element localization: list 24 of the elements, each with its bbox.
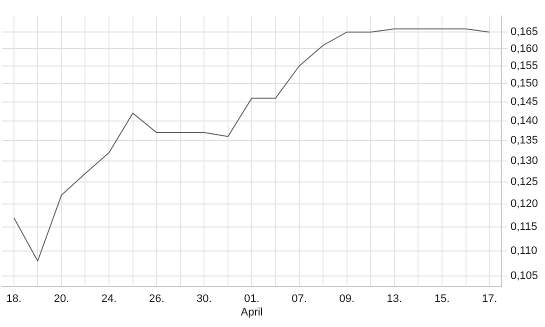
y-tick-label: 0,150 [510, 78, 538, 90]
x-tick-label: 15. [434, 293, 450, 306]
y-tick-label: 0,125 [510, 176, 538, 188]
y-tick-label: 0,145 [510, 96, 538, 108]
y-tick-label: 0,160 [510, 42, 538, 55]
x-tick-label: 13. [386, 293, 402, 306]
y-tick-label: 0,115 [510, 221, 538, 234]
x-tick-label: 24. [101, 293, 117, 306]
x-tick-label: 26. [148, 293, 164, 306]
y-tick-label: 0,130 [510, 154, 538, 167]
x-tick-label: 20. [54, 293, 70, 306]
x-tick-label: 17. [482, 293, 498, 306]
x-tick-label: 18. [6, 293, 22, 306]
y-tick-label: 0,110 [510, 245, 538, 258]
x-tick-label: 09. [339, 293, 355, 306]
y-tick-label: 0,155 [510, 60, 538, 72]
y-tick-label: 0,105 [510, 270, 538, 282]
y-tick-label: 0,165 [510, 26, 538, 38]
x-tick-label: 01. April [240, 293, 263, 318]
x-tick-label: 07. [292, 293, 307, 306]
x-tick-label: 30. [196, 293, 212, 306]
y-tick-label: 0,135 [510, 134, 538, 147]
y-tick-label: 0,140 [510, 114, 538, 127]
y-tick-label: 0,120 [510, 198, 538, 210]
